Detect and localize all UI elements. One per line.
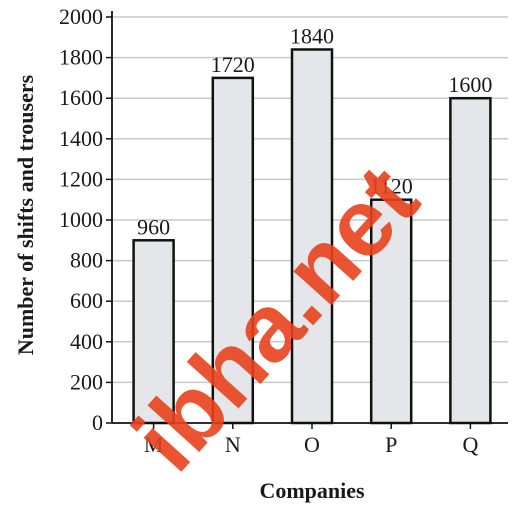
data-label: 1120 (370, 174, 413, 199)
data-labels: 960 1720 1840 1120 1600 (137, 23, 492, 239)
y-tick-label: 2000 (59, 4, 103, 29)
y-tick-label: 1000 (59, 207, 103, 232)
x-tick-label: M (144, 432, 164, 457)
y-tick-label: 800 (70, 248, 103, 273)
y-tick-label: 1400 (59, 126, 103, 151)
bar (449, 96, 492, 425)
x-tick-label: O (304, 432, 320, 457)
bar (369, 198, 413, 425)
y-tick-labels: 0 200 400 600 800 1000 1200 1400 1600 1800 2000 (59, 4, 103, 435)
y-tick-label: 1200 (59, 166, 103, 191)
bar (211, 76, 255, 425)
y-tick-label: 1600 (59, 85, 103, 110)
y-tick-label: 400 (70, 329, 103, 354)
x-tick-label: P (385, 432, 397, 457)
bar (132, 239, 175, 425)
x-tick-labels: M N O P Q (144, 432, 479, 457)
y-axis-title: Number of shifts and trousers (13, 74, 38, 355)
axes (106, 11, 508, 429)
data-label: 1720 (211, 52, 255, 77)
data-label: 1840 (290, 23, 334, 48)
x-tick-label: Q (462, 432, 478, 457)
y-tick-label: 600 (70, 288, 103, 313)
data-label: 1600 (448, 72, 492, 97)
y-tick-label: 1800 (59, 45, 103, 70)
y-tick-label: 200 (70, 369, 103, 394)
x-tick-label: N (225, 432, 241, 457)
y-tick-label: 0 (92, 410, 103, 435)
x-axis-title: Companies (259, 478, 365, 503)
data-label: 960 (137, 214, 170, 239)
